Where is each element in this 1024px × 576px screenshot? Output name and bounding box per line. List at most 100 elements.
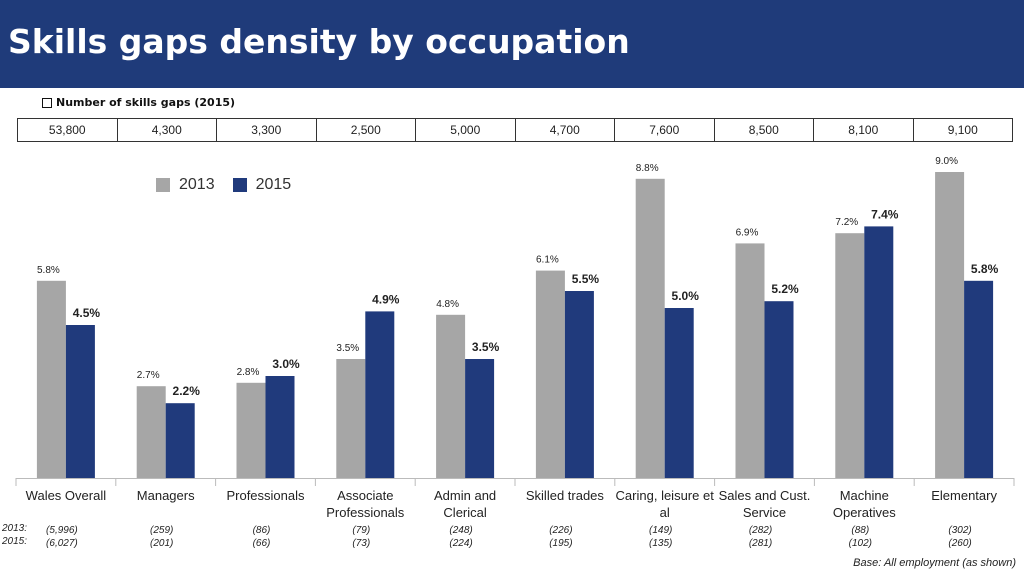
bar-2013 — [535, 270, 565, 478]
bar-2013 — [136, 386, 166, 478]
base-size-2015: (281) — [749, 538, 772, 549]
base-size-2013: (149) — [649, 525, 672, 536]
bar-2015 — [265, 376, 295, 478]
bar-2013 — [635, 178, 665, 479]
data-label-2013: 9.0% — [935, 156, 958, 167]
bar-2015 — [764, 301, 794, 478]
legend-item-2015: 2015 — [232, 176, 292, 194]
category-label: Sales and Cust. — [719, 488, 811, 503]
legend-item-2013: 2013 — [156, 176, 215, 194]
base-size-2015: (260) — [948, 538, 971, 549]
data-label-2013: 8.8% — [636, 163, 659, 174]
base-size-2015: (135) — [649, 538, 672, 549]
legend-label-2015: 2015 — [255, 176, 292, 193]
bar-2013 — [935, 172, 965, 478]
base-size-2013: (226) — [549, 525, 572, 536]
legend-label-2013: 2013 — [179, 176, 215, 193]
data-label-2013: 2.7% — [137, 370, 160, 381]
category-label: Professionals — [326, 505, 405, 520]
bar-2013 — [336, 359, 366, 478]
data-label-2015: 7.4% — [871, 207, 899, 221]
base-size-2015: (102) — [849, 538, 872, 549]
data-label-2015: 5.2% — [771, 282, 799, 296]
bar-2015 — [864, 226, 894, 478]
base-footnote: Base: All employment (as shown) — [853, 557, 1016, 569]
skills-gaps-label: Number of skills gaps (2015) — [42, 96, 235, 109]
gaps-cell: 53,800 — [17, 118, 118, 142]
bar-2015 — [365, 311, 395, 478]
category-label: Managers — [137, 488, 195, 503]
base-size-2013: (88) — [851, 525, 869, 536]
data-label-2013: 6.1% — [536, 255, 559, 266]
bar-2013 — [236, 382, 266, 478]
bar-2013 — [735, 243, 765, 478]
data-label-2015: 5.0% — [672, 289, 700, 303]
category-label: Professionals — [226, 488, 305, 503]
data-label-2013: 4.8% — [436, 299, 459, 310]
base-size-2015: (6,027) — [46, 538, 78, 549]
category-label: Clerical — [443, 505, 486, 520]
category-label: al — [660, 505, 670, 520]
base-size-2013: (5,996) — [46, 525, 78, 536]
category-label: Machine — [840, 488, 889, 503]
page-title: Skills gaps density by occupation — [8, 22, 630, 61]
data-label-2015: 3.5% — [472, 340, 500, 354]
category-label: Caring, leisure et — [616, 488, 715, 503]
gaps-cell: 9,100 — [912, 118, 1013, 142]
bar-2015 — [564, 291, 594, 478]
gaps-cell: 3,300 — [216, 118, 317, 142]
category-label: Wales Overall — [26, 488, 107, 503]
category-label: Service — [743, 505, 786, 520]
data-label-2013: 3.5% — [336, 343, 359, 354]
chart-legend: 2013 2015 — [156, 176, 309, 194]
base-size-2013: (248) — [449, 525, 472, 536]
category-label: Elementary — [931, 488, 997, 503]
gaps-cell: 4,300 — [116, 118, 217, 142]
data-label-2013: 7.2% — [835, 217, 858, 228]
data-label-2013: 6.9% — [736, 227, 759, 238]
bar-2015 — [65, 325, 95, 478]
data-label-2015: 5.8% — [971, 262, 999, 276]
bar-2013 — [436, 314, 466, 478]
title-bar: Skills gaps density by occupation — [0, 0, 1024, 88]
base-size-2015: (195) — [549, 538, 572, 549]
base-size-2013: (259) — [150, 525, 173, 536]
data-label-2015: 2.2% — [173, 384, 201, 398]
bar-2015 — [465, 359, 495, 478]
bar-2015 — [165, 403, 195, 478]
base-size-2015: (224) — [449, 538, 472, 549]
category-label: Associate — [337, 488, 393, 503]
category-label: Operatives — [833, 505, 896, 520]
bar-2015 — [664, 308, 694, 478]
bar-2013 — [835, 233, 865, 478]
skills-gaps-row: 53,800 4,300 3,300 2,500 5,000 4,700 7,6… — [17, 118, 1013, 142]
category-label: Admin and — [434, 488, 496, 503]
category-label: Skilled trades — [526, 488, 605, 503]
base-size-2013: (86) — [253, 525, 271, 536]
base-size-2015: (66) — [253, 538, 271, 549]
base-row-label-2015: 2015: — [2, 536, 28, 547]
gaps-cell: 8,500 — [713, 118, 814, 142]
gaps-cell: 8,100 — [813, 118, 914, 142]
base-size-2015: (201) — [150, 538, 173, 549]
base-size-2013: (302) — [948, 525, 971, 536]
base-size-2015: (73) — [352, 538, 370, 549]
skills-gaps-table: 53,800 4,300 3,300 2,500 5,000 4,700 7,6… — [17, 118, 1013, 142]
data-label-2015: 4.9% — [372, 292, 400, 306]
gaps-cell: 5,000 — [415, 118, 516, 142]
data-label-2015: 3.0% — [272, 357, 300, 371]
gaps-cell: 7,600 — [614, 118, 715, 142]
gaps-cell: 4,700 — [514, 118, 615, 142]
gaps-cell: 2,500 — [315, 118, 416, 142]
data-label-2013: 5.8% — [37, 265, 60, 276]
data-label-2013: 2.8% — [237, 367, 260, 378]
checkbox-square-icon — [42, 97, 52, 108]
data-label-2015: 4.5% — [73, 306, 101, 320]
base-row-label-2013: 2013: — [2, 523, 28, 534]
data-label-2015: 5.5% — [572, 272, 600, 286]
skills-gaps-label-text: Number of skills gaps (2015) — [56, 96, 236, 109]
legend-swatch-2015 — [232, 178, 247, 192]
legend-swatch-2013 — [156, 178, 170, 192]
base-size-2013: (79) — [352, 525, 370, 536]
